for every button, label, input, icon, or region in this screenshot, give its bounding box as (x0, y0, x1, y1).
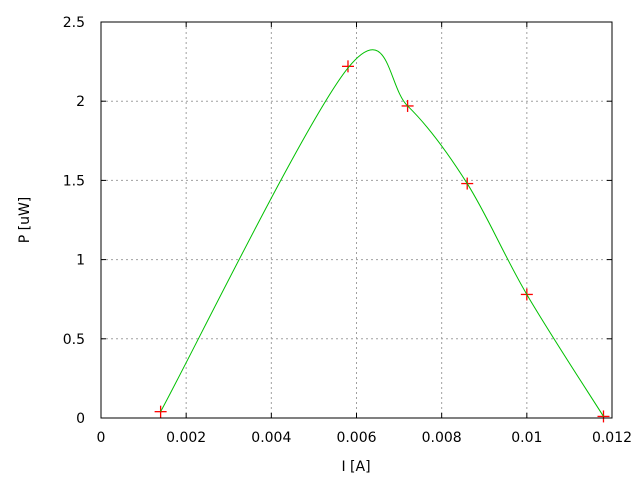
y-tick-label: 1 (76, 253, 85, 269)
y-tick-label: 2.5 (63, 15, 85, 31)
x-tick-label: 0.008 (422, 430, 462, 446)
grid (101, 22, 612, 418)
y-tick-label: 0.5 (63, 332, 85, 348)
y-tick-label: 0 (76, 411, 85, 427)
fit-curve (160, 49, 604, 417)
x-tick-label: 0 (97, 430, 106, 446)
x-tick-label: 0.012 (592, 430, 632, 446)
y-axis-label: P [uW] (17, 197, 33, 244)
y-tick-label: 2 (76, 94, 85, 110)
x-tick-label: 0.006 (336, 430, 376, 446)
x-axis-label: I [A] (341, 459, 370, 475)
data-points (160, 49, 604, 417)
ticks: 0 0.002 0.004 0.006 0.008 0.01 0.012 0 0.5 1 1.5 2 2… (63, 15, 632, 446)
x-tick-label: 0.004 (251, 430, 291, 446)
y-tick-label: 1.5 (63, 173, 85, 189)
data-point (341, 60, 354, 73)
fit-curve-layer (154, 60, 610, 423)
x-tick-label: 0.01 (511, 430, 542, 446)
x-tick-label: 0.002 (166, 430, 206, 446)
